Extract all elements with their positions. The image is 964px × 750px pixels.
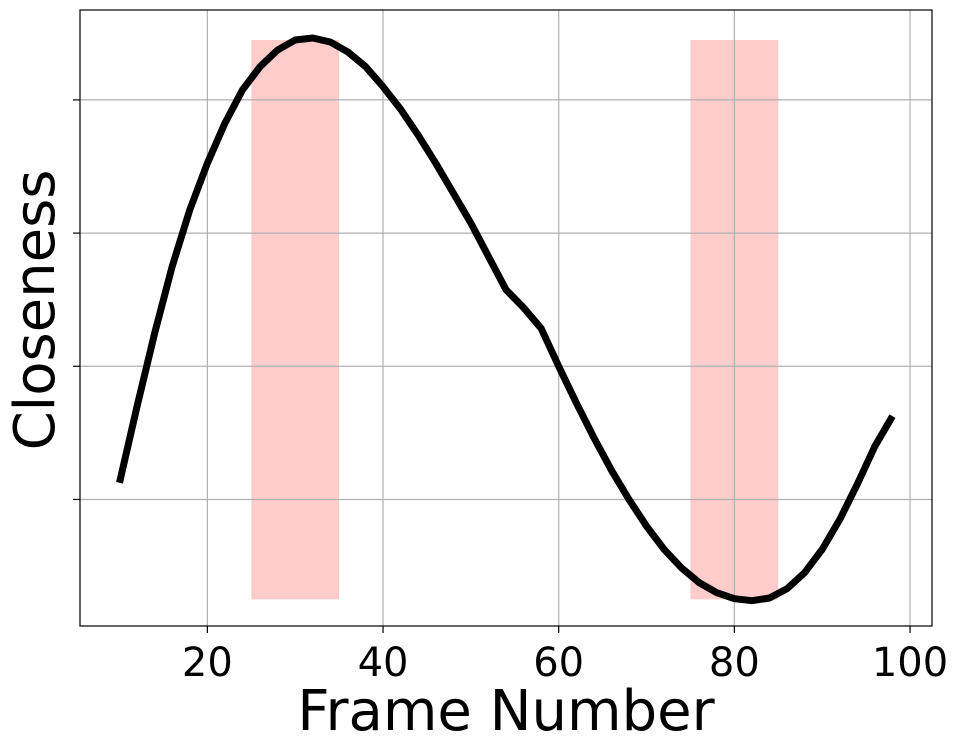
highlight-regions	[251, 39, 779, 600]
grid-lines	[80, 10, 932, 626]
series-lines	[116, 34, 896, 605]
plot-frame	[79, 9, 933, 627]
y-axis-ticks	[73, 99, 80, 501]
x-axis-ticks: 20 40 60 80 100	[182, 626, 948, 686]
highlight-region-1	[251, 39, 340, 600]
x-axis-label: Frame Number	[297, 679, 715, 744]
x-tick-label-80: 80	[709, 640, 760, 686]
x-tick-label-20: 20	[182, 640, 233, 686]
series-line-1	[116, 34, 896, 605]
y-axis-label: Closeness	[3, 170, 68, 451]
x-tick-label-100: 100	[872, 640, 948, 686]
x-tick-label-40: 40	[358, 640, 409, 686]
x-tick-label-60: 60	[533, 640, 584, 686]
